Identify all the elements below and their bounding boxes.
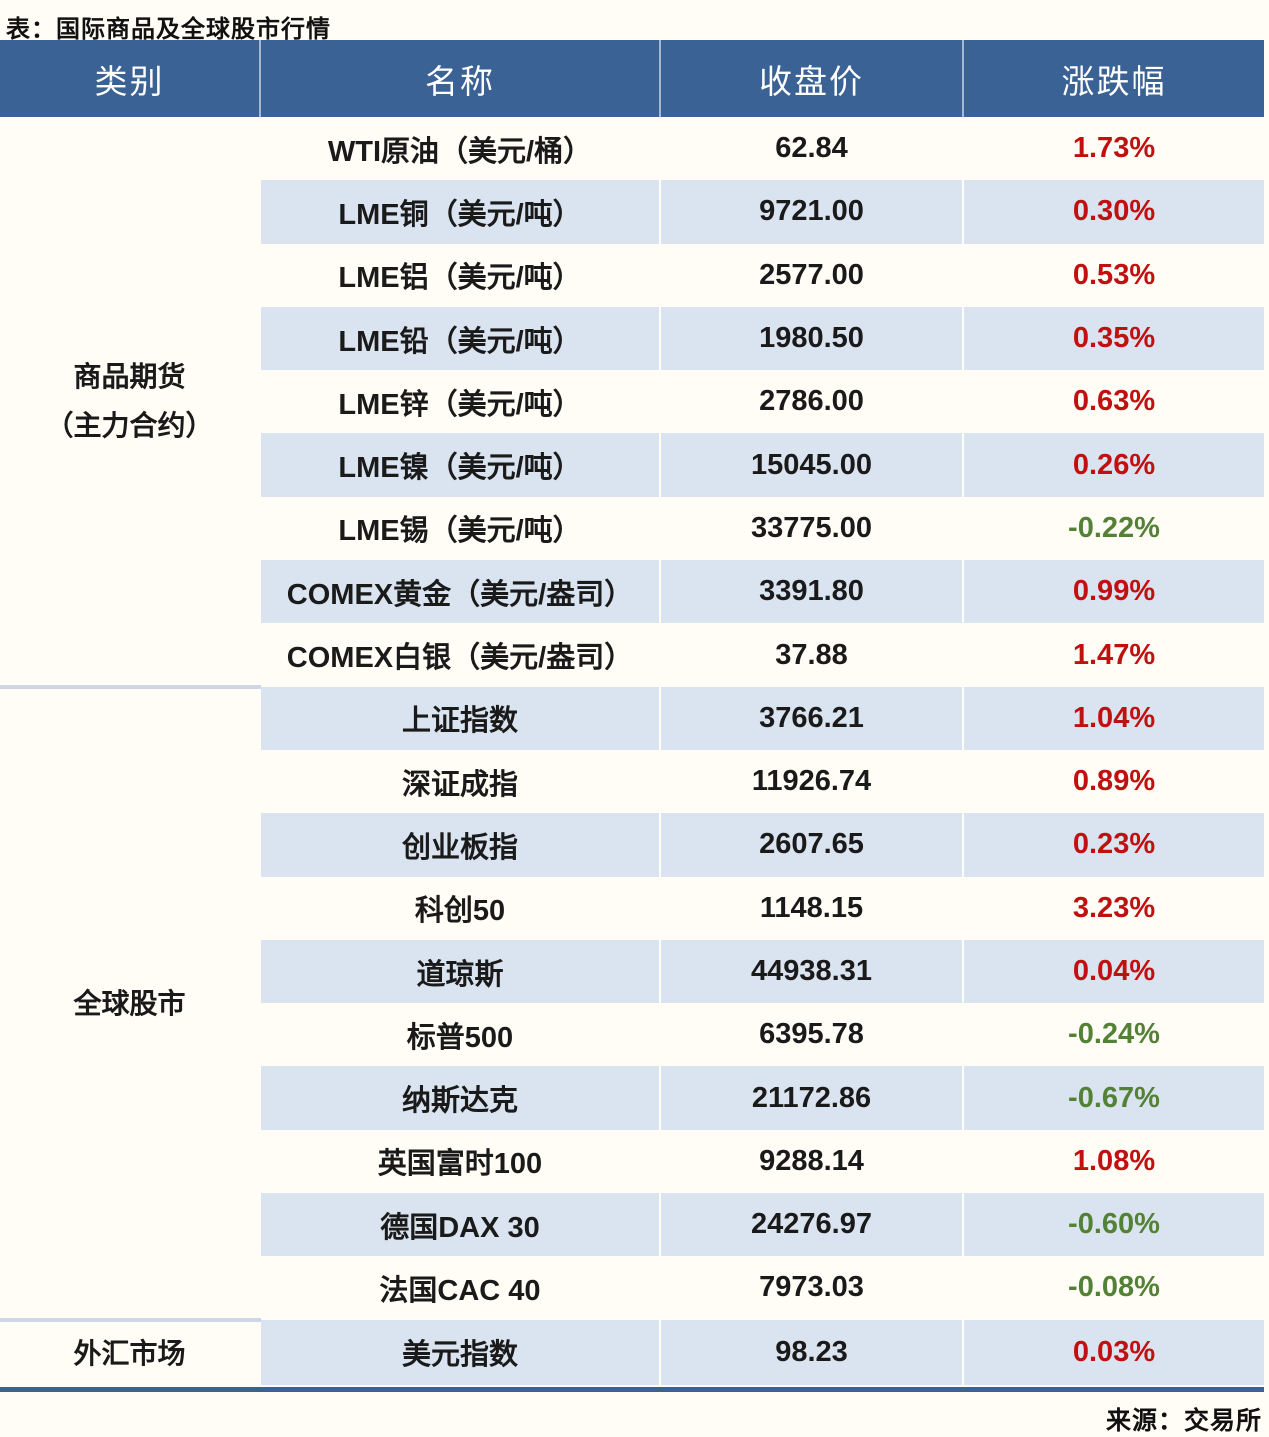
close-cell: 2607.65 [659,813,963,877]
col-header-name: 名称 [259,40,660,117]
change-cell: 1.08% [962,1129,1264,1194]
name-cell: COMEX白银（美元/盎司） [259,623,660,687]
source-note: 来源：交易所 [1105,1406,1262,1435]
table-row: 法国CAC 40 7973.03 -0.08% [0,1256,1264,1320]
name-cell: LME铝（美元/吨） [259,243,660,307]
table-row: 道琼斯 44938.31 0.04% [0,939,1264,1004]
change-cell: 0.89% [962,749,1264,814]
change-cell: 3.23% [962,876,1264,940]
name-cell: LME铅（美元/吨） [259,306,660,371]
change-cell: 0.53% [962,243,1264,307]
change-cell: 0.99% [962,560,1264,624]
table-row: 商品期货 （主力合约） WTI原油（美元/桶） 62.84 1.73% [0,117,1264,441]
close-cell: 62.84 [659,117,963,181]
table-row: LME铜（美元/吨） 9721.00 0.30% [0,180,1264,244]
name-cell: 纳斯达克 [259,1066,660,1130]
name-cell: 深证成指 [259,749,660,814]
close-cell: 9288.14 [659,1129,963,1194]
close-cell: 3766.21 [659,686,963,750]
change-cell: 0.26% [962,433,1264,497]
category-cell: 全球股市 [0,684,260,1320]
table-row: LME镍（美元/吨） 15045.00 0.26% [0,433,1264,497]
name-cell: 美元指数 [259,1319,660,1385]
close-cell: 98.23 [659,1319,963,1385]
col-header-category: 类别 [0,40,260,117]
table-row: 科创50 1148.15 3.23% [0,876,1264,940]
change-cell: 1.47% [962,623,1264,687]
table-row: COMEX白银（美元/盎司） 37.88 1.47% [0,623,1264,687]
change-cell: 0.35% [962,306,1264,371]
name-cell: 英国富时100 [259,1129,660,1194]
close-cell: 9721.00 [659,180,963,244]
name-cell: 创业板指 [259,813,660,877]
category-label-line: 外汇市场 [73,1337,186,1369]
table-bottom-border [0,1386,1264,1392]
table-row: LME铅（美元/吨） 1980.50 0.35% [0,306,1264,371]
change-cell: -0.08% [962,1256,1264,1320]
change-cell: 0.23% [962,813,1264,877]
close-cell: 2786.00 [659,370,963,434]
change-cell: 0.03% [962,1319,1264,1385]
close-cell: 33775.00 [659,496,963,561]
close-cell: 21172.86 [659,1066,963,1130]
close-cell: 6395.78 [659,1003,963,1067]
name-cell: 德国DAX 30 [259,1193,660,1257]
name-cell: LME铜（美元/吨） [259,180,660,244]
table-row: LME锌（美元/吨） 2786.00 0.63% [0,370,1264,434]
close-cell: 2577.00 [659,243,963,307]
change-cell: -0.24% [962,1003,1264,1067]
name-cell: 法国CAC 40 [259,1256,660,1320]
close-cell: 7973.03 [659,1256,963,1320]
table-body: 商品期货 （主力合约） WTI原油（美元/桶） 62.84 1.73% LME铜（美元/吨… [0,117,1264,1385]
table-row: 外汇市场 美元指数 98.23 0.03% [0,1317,1264,1385]
change-cell: 1.73% [962,117,1264,181]
change-cell: 1.04% [962,686,1264,750]
table-row: 深证成指 11926.74 0.89% [0,749,1264,814]
close-cell: 15045.00 [659,433,963,497]
close-cell: 11926.74 [659,749,963,814]
name-cell: 道琼斯 [259,939,660,1004]
table-row: 标普500 6395.78 -0.24% [0,1003,1264,1067]
table-row: 德国DAX 30 24276.97 -0.60% [0,1193,1264,1257]
change-cell: -0.22% [962,496,1264,561]
change-cell: 0.63% [962,370,1264,434]
table-row: 创业板指 2607.65 0.23% [0,813,1264,877]
table-row: 全球股市 上证指数 3766.21 1.04% [0,684,1264,1320]
table-row: 英国富时100 9288.14 1.08% [0,1129,1264,1194]
table-row: LME锡（美元/吨） 33775.00 -0.22% [0,496,1264,561]
header-row: 类别 名称 收盘价 涨跌幅 [0,40,1264,117]
close-cell: 37.88 [659,623,963,687]
category-label-line: 全球股市 [73,987,186,1019]
name-cell: COMEX黄金（美元/盎司） [259,560,660,624]
category-cell: 商品期货 （主力合约） [0,117,260,687]
page-title: 表：国际商品及全球股市行情 [6,16,331,43]
change-cell: 0.04% [962,939,1264,1004]
name-cell: LME锡（美元/吨） [259,496,660,561]
table-row: LME铝（美元/吨） 2577.00 0.53% [0,243,1264,307]
name-cell: 标普500 [259,1003,660,1067]
col-header-close: 收盘价 [659,40,963,117]
change-cell: -0.60% [962,1193,1264,1257]
category-cell: 外汇市场 [0,1317,260,1385]
col-header-change: 涨跌幅 [962,40,1264,117]
change-cell: 0.30% [962,180,1264,244]
market-table: 类别 名称 收盘价 涨跌幅 商品期货 （主力合约） WTI原油（美元/桶） 62.84… [0,40,1264,1385]
table-row: COMEX黄金（美元/盎司） 3391.80 0.99% [0,560,1264,624]
category-label-line: （主力合约） [45,409,214,441]
name-cell: LME锌（美元/吨） [259,370,660,434]
category-label-line: 商品期货 [73,360,186,392]
table-row: 纳斯达克 21172.86 -0.67% [0,1066,1264,1130]
name-cell: 科创50 [259,876,660,940]
close-cell: 1980.50 [659,306,963,371]
name-cell: WTI原油（美元/桶） [259,117,660,181]
change-cell: -0.67% [962,1066,1264,1130]
close-cell: 1148.15 [659,876,963,940]
name-cell: LME镍（美元/吨） [259,433,660,497]
close-cell: 44938.31 [659,939,963,1004]
table-header: 类别 名称 收盘价 涨跌幅 [0,40,1264,117]
name-cell: 上证指数 [259,686,660,750]
close-cell: 24276.97 [659,1193,963,1257]
close-cell: 3391.80 [659,560,963,624]
